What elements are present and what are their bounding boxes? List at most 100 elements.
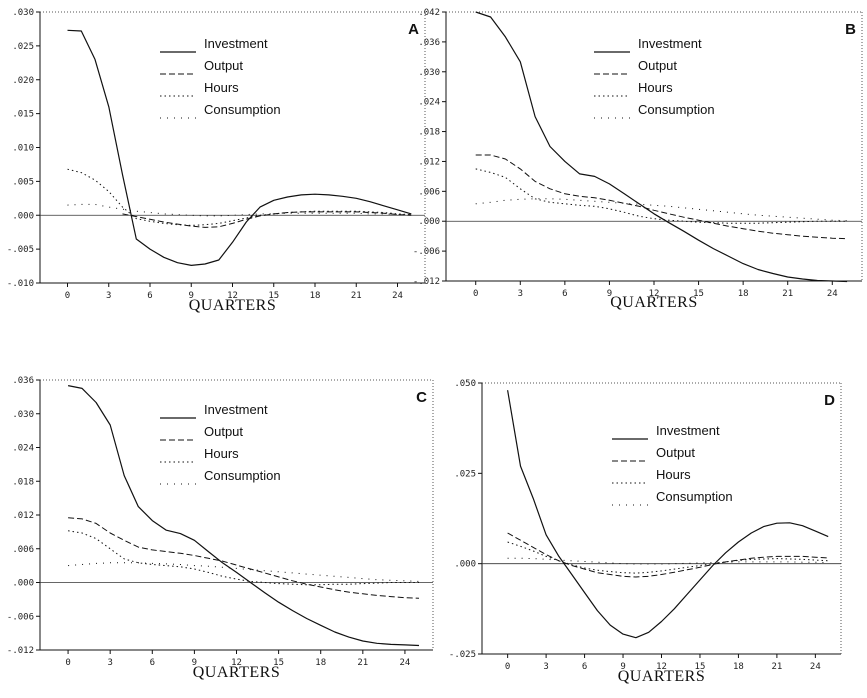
y-tick-label: .006 [418,187,440,197]
x-tick-label: 6 [562,289,567,299]
x-tick-label: 6 [147,291,152,301]
legend-label-investment: Investment [656,423,720,438]
y-tick-label: -.010 [7,279,34,289]
legend-label-hours: Hours [656,467,691,482]
x-tick-label: 21 [351,291,362,301]
panel-letter: D [824,392,835,409]
x-tick-label: 9 [607,289,612,299]
x-tick-label: 24 [400,658,411,668]
legend-label-hours: Hours [638,80,673,95]
y-tick-label: .030 [12,8,34,18]
legend-label-hours: Hours [204,80,239,95]
y-tick-label: .000 [454,560,476,570]
series-line-investment [67,29,412,266]
series-line-output [475,154,848,240]
series-line-output [68,517,420,599]
legend-label-investment: Investment [204,402,268,417]
y-tick-label: -.012 [7,646,34,656]
x-tick-label: 12 [656,662,667,672]
x-tick-label: 21 [771,662,782,672]
x-tick-label: 0 [473,289,478,299]
y-tick-label: .000 [12,579,34,589]
x-axis-title: QUARTERS [189,297,277,314]
series-line-output [122,211,412,228]
y-tick-label: .030 [418,68,440,78]
legend-label-output: Output [638,58,677,73]
x-tick-label: 18 [733,662,744,672]
x-tick-label: 15 [268,291,279,301]
panel-a: -.010 -.005 .000 .005 .010 .015 .020 .025 .030 0 3… [7,8,426,314]
x-tick-label: 15 [273,658,284,668]
series-line-consumption [68,562,420,582]
y-tick-label: .015 [12,110,34,120]
panel-c: -.012 -.006 .000 .006 .012 .018 .024 .030 .036 0 3… [7,376,434,681]
series-line-investment [507,390,829,639]
y-tick-label: .024 [418,98,440,108]
legend-label-hours: Hours [204,446,239,461]
x-tick-label: 6 [150,658,155,668]
series-line-consumption [67,203,412,217]
x-tick-label: 18 [738,289,749,299]
y-tick-label: .018 [418,128,440,138]
y-tick-label: .030 [12,410,34,420]
y-tick-label: .012 [418,157,440,167]
y-tick-label: .020 [12,76,34,86]
y-tick-label: -.006 [7,612,34,622]
x-tick-label: 18 [310,291,321,301]
legend-label-output: Output [656,445,695,460]
x-tick-label: 24 [810,662,821,672]
x-tick-label: 9 [620,662,625,672]
x-tick-label: 24 [392,291,403,301]
y-tick-label: .010 [12,144,34,154]
x-tick-label: 3 [106,291,111,301]
x-axis-title: QUARTERS [618,668,706,685]
x-tick-label: 0 [505,662,510,672]
series-line-hours [68,530,419,586]
y-tick-label: .005 [12,177,34,187]
legend-label-output: Output [204,58,243,73]
y-tick-label: .024 [12,444,34,454]
x-tick-label: 12 [649,289,660,299]
legend-label-output: Output [204,424,243,439]
x-tick-label: 0 [65,658,70,668]
legend-label-investment: Investment [204,36,268,51]
x-tick-label: 0 [65,291,70,301]
legend-label-consumption: Consumption [204,468,281,483]
x-tick-label: 3 [518,289,523,299]
y-tick-label: -.012 [413,277,440,287]
x-tick-label: 3 [107,658,112,668]
x-tick-label: 15 [693,289,704,299]
x-tick-label: 12 [227,291,238,301]
y-tick-label: -.025 [449,650,476,660]
x-tick-label: 21 [357,658,368,668]
x-tick-label: 9 [192,658,197,668]
x-tick-label: 24 [827,289,838,299]
y-tick-label: .036 [12,376,34,386]
x-tick-label: 6 [582,662,587,672]
y-tick-label: -.006 [413,247,440,257]
x-axis-title: QUARTERS [193,664,281,681]
x-tick-label: 15 [695,662,706,672]
legend-label-consumption: Consumption [638,102,715,117]
y-tick-label: -.005 [7,245,34,255]
y-tick-label: .018 [12,477,34,487]
x-tick-label: 21 [782,289,793,299]
panel-b: -.012 -.006 .000 .006 .012 .018 .024 .030 .036 .0… [413,8,863,311]
y-tick-label: .012 [12,511,34,521]
y-tick-label: .036 [418,38,440,48]
legend-label-investment: Investment [638,36,702,51]
y-tick-label: .025 [12,42,34,52]
y-tick-label: .050 [454,379,476,389]
y-tick-label: .025 [454,469,476,479]
y-tick-label: .000 [418,217,440,227]
panel-letter: A [408,21,419,38]
x-tick-label: 9 [189,291,194,301]
x-tick-label: 12 [231,658,242,668]
panel-letter: B [845,21,856,38]
panel-d: -.025 .000 .025 .050 0 3 6 9 12 15 18 21 24 QUARTERS D… [449,379,842,685]
series-line-hours [475,168,848,224]
legend-label-consumption: Consumption [656,489,733,504]
panel-letter: C [416,389,427,406]
y-tick-label: .042 [418,8,440,18]
